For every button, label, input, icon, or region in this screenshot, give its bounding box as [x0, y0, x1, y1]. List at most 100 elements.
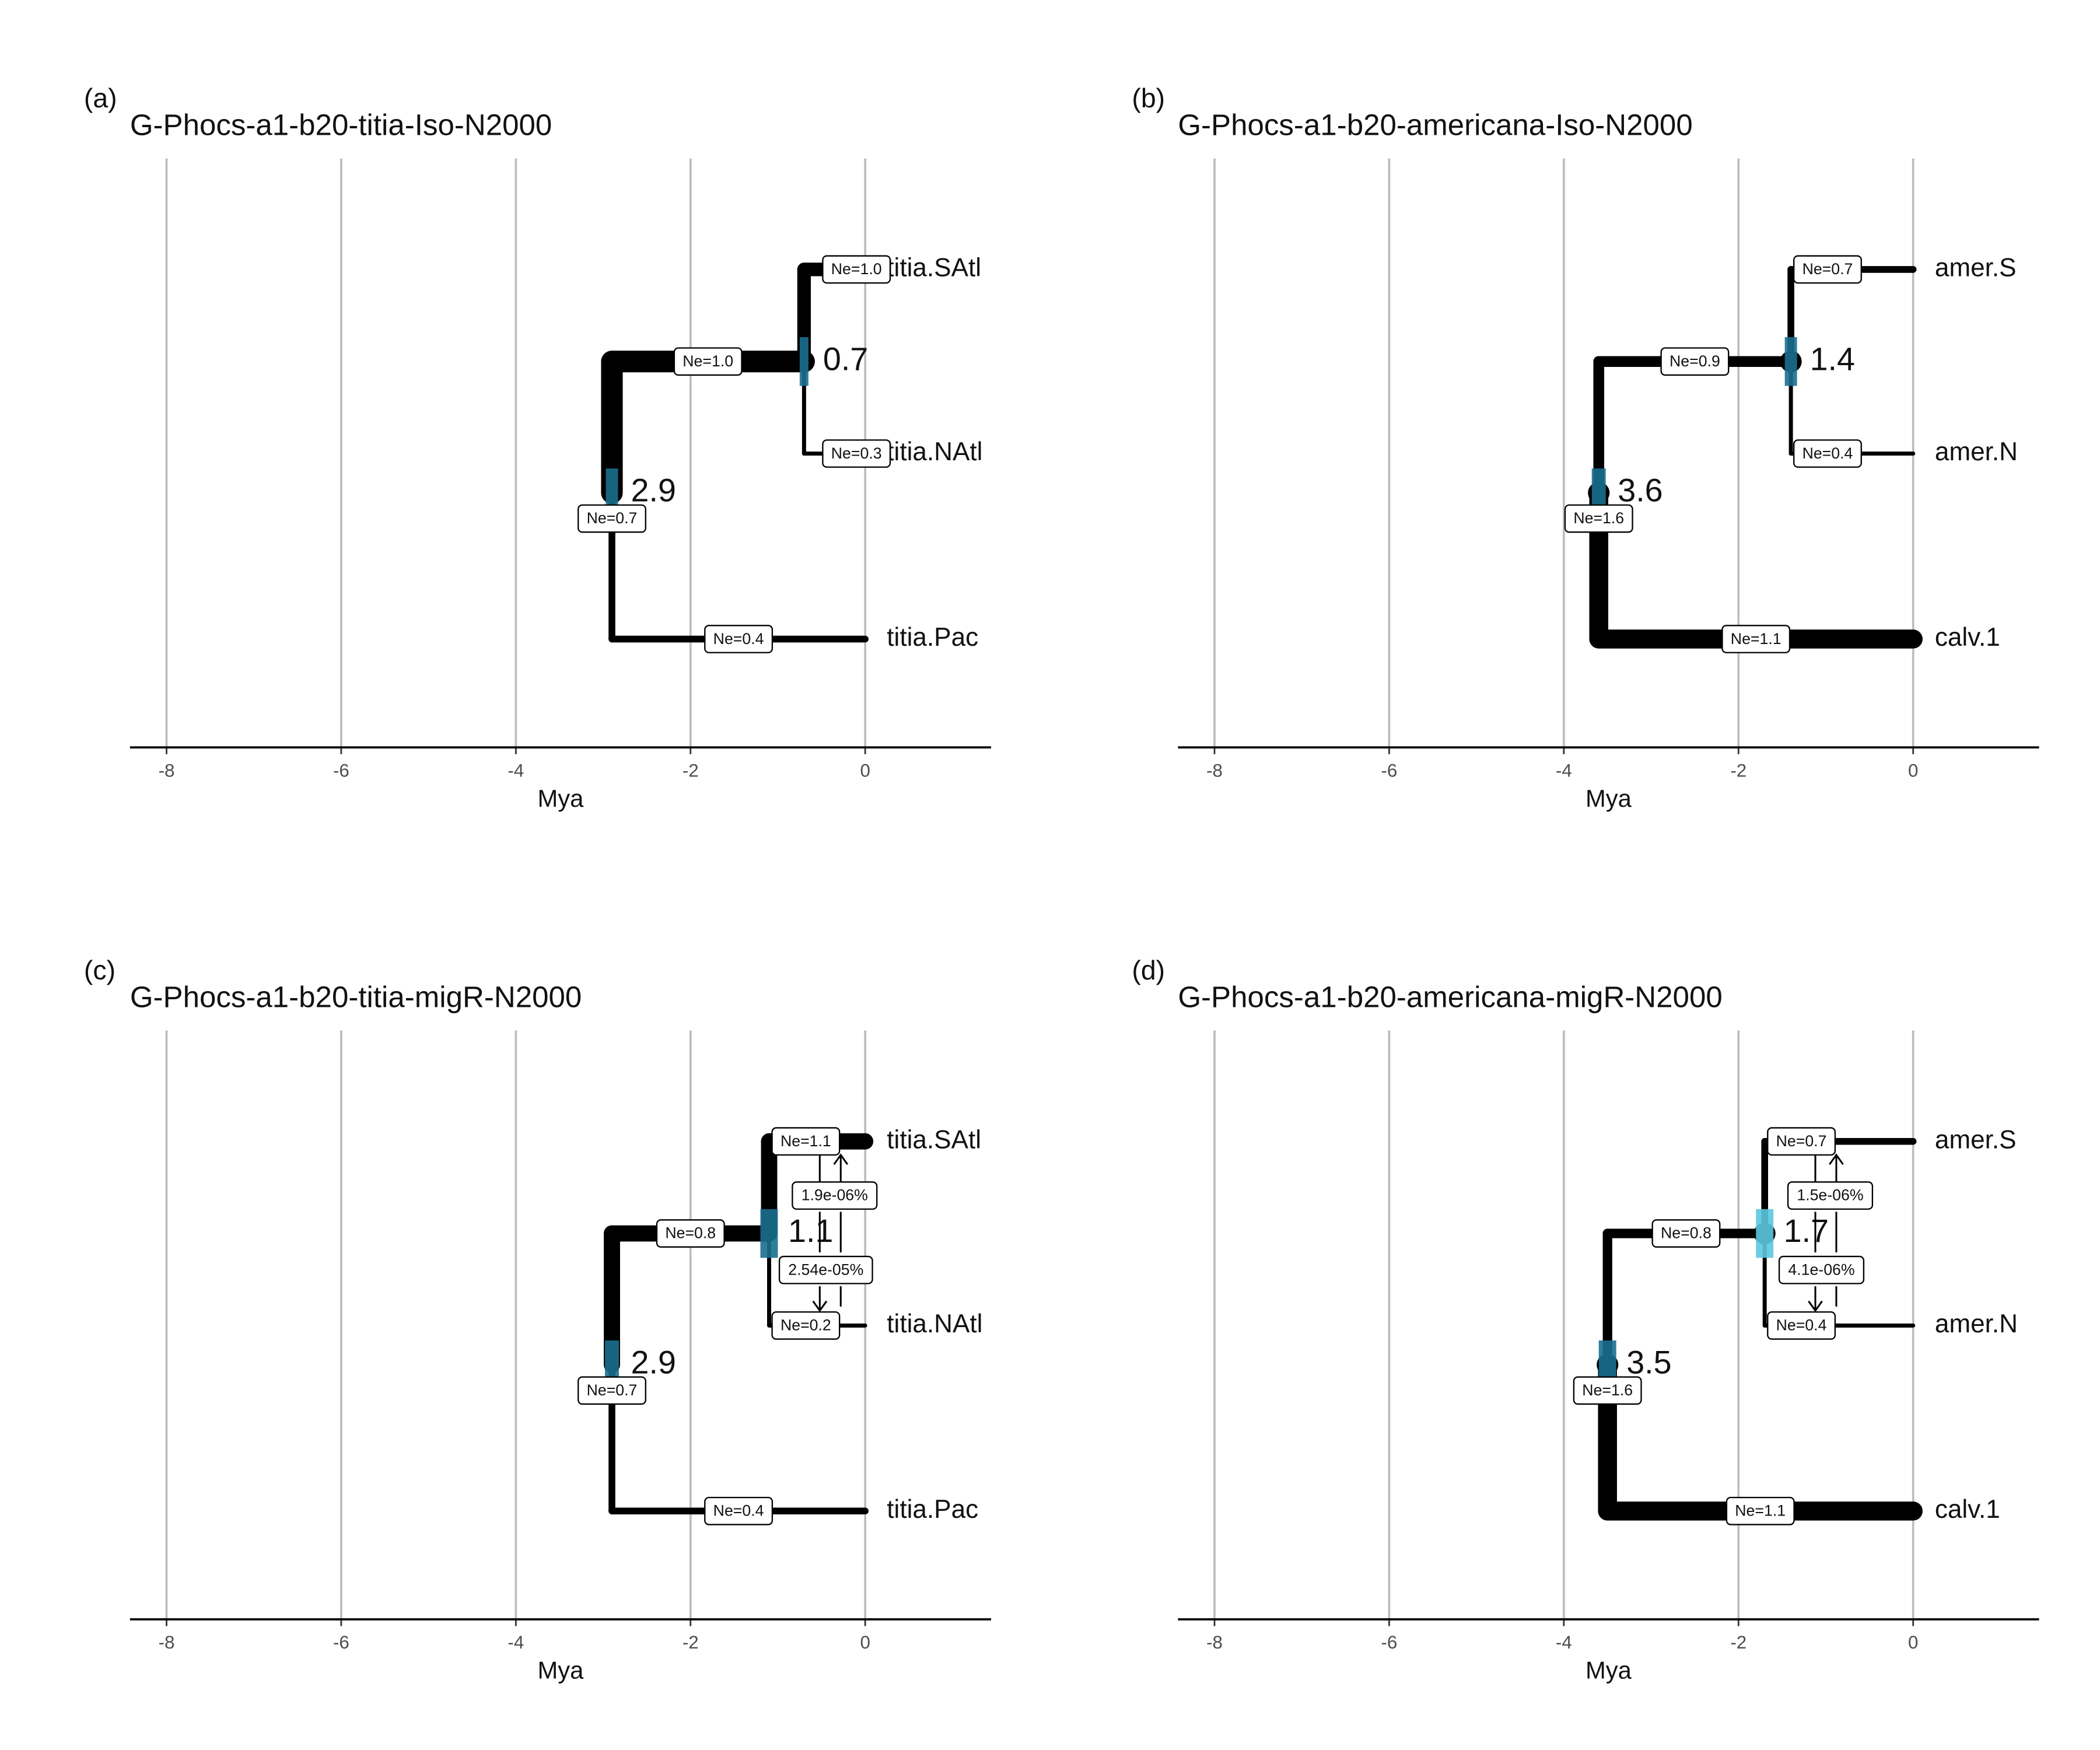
node-age-ci-bar	[760, 1209, 778, 1258]
ne-label: Ne=0.3	[831, 444, 882, 462]
tip-label: amer.S	[1935, 1125, 2017, 1154]
x-tick-label: -2	[682, 1632, 699, 1653]
ne-label: Ne=1.1	[1731, 630, 1782, 648]
x-tick-label: -4	[1556, 760, 1572, 780]
panel-label: (a)	[84, 83, 117, 113]
ne-label-box	[578, 504, 646, 533]
migration-rate-label-box	[1778, 1255, 1865, 1284]
ne-label-box	[1721, 625, 1791, 653]
node-age-label: 0.7	[823, 341, 868, 377]
tip-label: titia.SAtl	[887, 254, 981, 282]
ne-label: Ne=0.4	[1803, 444, 1853, 462]
node-age-label: 1.7	[1784, 1213, 1829, 1249]
tip-label: calv.1	[1935, 1495, 2000, 1524]
panel-d: (d) G-Phocs-a1-b20-americana-migR-N2000 -8…	[1132, 955, 2039, 1684]
node-age-label: 2.9	[631, 473, 676, 509]
node-age-label: 3.5	[1626, 1344, 1671, 1380]
ne-label: Ne=0.7	[1803, 260, 1853, 278]
x-tick-label: -8	[159, 760, 175, 780]
tip-label: titia.Pac	[887, 623, 978, 652]
migration-rate-label-box	[1787, 1181, 1874, 1210]
panel-title: G-Phocs-a1-b20-americana-Iso-N2000	[1178, 108, 1692, 142]
migration-arrow-up-head	[1829, 1153, 1844, 1166]
ne-label-box	[1651, 1219, 1721, 1248]
ne-label: Ne=0.7	[1776, 1132, 1827, 1150]
panel-a: (a) G-Phocs-a1-b20-titia-Iso-N2000 -8 -6 -4 -…	[84, 83, 992, 812]
node-age-label: 1.1	[788, 1213, 833, 1249]
ne-label-box	[1660, 347, 1730, 376]
x-tick-label: 0	[1908, 1632, 1918, 1653]
x-axis-label: Mya	[1586, 1657, 1632, 1684]
migration-rate-label: 1.5e-06%	[1797, 1186, 1863, 1204]
ne-label: Ne=0.7	[587, 1381, 638, 1399]
node-age-label: 2.9	[631, 1344, 676, 1380]
ne-label-box	[771, 1311, 841, 1340]
ne-label: Ne=0.2	[780, 1317, 831, 1334]
tip-label: amer.N	[1935, 438, 2018, 466]
x-tick-label: -2	[1730, 1632, 1746, 1653]
ne-label-box	[822, 255, 891, 284]
tip-label: titia.NAtl	[887, 438, 982, 466]
ne-label: Ne=0.9	[1670, 352, 1720, 370]
panel-title: G-Phocs-a1-b20-titia-Iso-N2000	[130, 108, 552, 142]
ne-label-box	[1767, 1311, 1836, 1340]
tip-label: titia.SAtl	[887, 1125, 981, 1154]
migration-rate-label: 2.54e-05%	[788, 1261, 863, 1278]
migration-rate-label: 1.9e-06%	[802, 1186, 868, 1204]
ne-label-box	[822, 439, 891, 468]
ne-label-box	[1564, 504, 1633, 533]
x-tick-label: -8	[1206, 1632, 1223, 1653]
ne-label-box	[656, 1219, 725, 1248]
node-age-ci-bar	[1784, 337, 1797, 386]
ne-label: Ne=0.4	[713, 1502, 764, 1520]
ne-label: Ne=1.0	[682, 352, 733, 370]
migration-rate-label-box	[778, 1255, 873, 1284]
ne-label: Ne=0.7	[587, 509, 638, 527]
x-tick-label: -2	[1730, 760, 1746, 780]
tip-label: titia.Pac	[887, 1495, 978, 1524]
ne-label-box	[1726, 1496, 1795, 1525]
tip-label: calv.1	[1935, 623, 2000, 652]
ne-label-box	[578, 1376, 646, 1405]
x-tick-label: -6	[333, 1632, 349, 1653]
migration-arrow-down-head	[812, 1300, 828, 1312]
migration-rate-label-box	[792, 1181, 878, 1210]
ne-label-box	[1767, 1127, 1836, 1156]
x-tick-label: 0	[860, 760, 870, 780]
ne-label: Ne=0.8	[1661, 1224, 1712, 1242]
panel-b: (b) G-Phocs-a1-b20-americana-Iso-N2000 -8 -…	[1132, 83, 2039, 812]
x-axis-label: Mya	[537, 1657, 584, 1684]
ne-label: Ne=1.6	[1582, 1381, 1633, 1399]
x-tick-label: -4	[508, 1632, 524, 1653]
tip-label: amer.S	[1935, 254, 2017, 282]
ne-label-box	[704, 1496, 774, 1525]
x-tick-label: -8	[159, 1632, 175, 1653]
ne-label-box	[673, 347, 743, 376]
migration-arrow-down-head	[1808, 1300, 1823, 1312]
x-tick-label: -2	[682, 760, 699, 780]
ne-label: Ne=0.8	[665, 1224, 716, 1242]
x-tick-label: 0	[1908, 760, 1918, 780]
ne-label: Ne=0.4	[713, 630, 764, 648]
panel-label: (c)	[84, 955, 116, 985]
tip-label: amer.N	[1935, 1310, 2018, 1338]
ne-label: Ne=1.1	[780, 1132, 831, 1150]
x-tick-label: -4	[1556, 1632, 1572, 1653]
ne-label-box	[1573, 1376, 1642, 1405]
node-age-ci-bar	[1756, 1209, 1774, 1258]
ne-label-box	[704, 625, 774, 653]
node-age-ci-bar	[799, 337, 808, 386]
panel-title: G-Phocs-a1-b20-titia-migR-N2000	[130, 980, 582, 1013]
ne-label: Ne=1.6	[1573, 509, 1624, 527]
migration-arrow-up-head	[833, 1153, 849, 1166]
ne-label: Ne=1.1	[1735, 1502, 1786, 1520]
ne-label: Ne=0.4	[1776, 1317, 1827, 1334]
x-tick-label: -6	[1381, 760, 1398, 780]
x-tick-label: -4	[508, 760, 524, 780]
panel-c: (c) G-Phocs-a1-b20-titia-migR-N2000 -8 -6 -4…	[84, 955, 992, 1684]
x-tick-label: 0	[860, 1632, 870, 1653]
x-tick-label: -6	[1381, 1632, 1398, 1653]
panel-title: G-Phocs-a1-b20-americana-migR-N2000	[1178, 980, 1722, 1013]
x-tick-label: -8	[1206, 760, 1223, 780]
